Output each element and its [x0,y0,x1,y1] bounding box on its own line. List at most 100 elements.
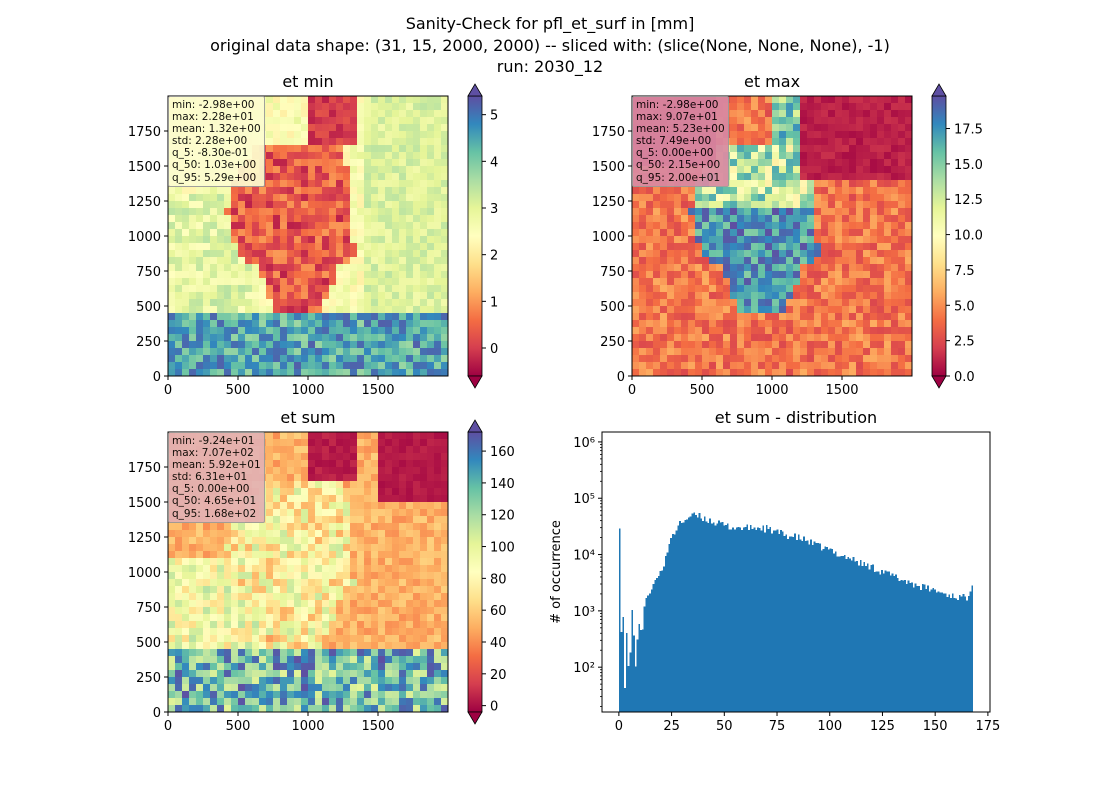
histogram-bar [787,539,789,712]
y-tick-label: 250 [136,335,161,350]
y-tick-label: 250 [136,671,161,686]
histogram-bar [640,629,642,712]
histogram-bar [751,529,754,712]
histogram-bar [716,523,719,712]
histogram-bar [741,530,743,712]
histogram-bar [767,528,770,712]
histogram-bar [966,600,968,712]
histogram-bar [645,597,648,712]
histogram-bar [790,536,793,712]
histogram-bar [666,552,669,712]
histogram-bar [746,524,749,712]
y-tick-label: 1500 [592,160,625,175]
colorbar: 0.0 2.5 5.0 7.5 10.0 12.5 15.0 17.5 [931,83,983,389]
histogram-bar [700,518,703,712]
histogram-bar [884,570,887,712]
stats-line: q_50: 1.03e+00 [172,159,257,172]
stats-line: q_50: 4.65e+01 [172,495,257,508]
colorbar-extend-min [467,711,483,725]
histogram-bar [785,534,788,712]
stats-line: min: -2.98e+00 [172,99,255,111]
stats-line: q_5: 0.00e+00 [172,483,250,496]
histogram-bar [792,536,795,712]
histogram-bar [895,574,897,712]
panel-title: et max [744,72,800,91]
histogram-bar [693,512,696,712]
histogram-bar [643,606,646,712]
histogram-bar [893,575,896,712]
histogram-bar [718,520,720,712]
stats-line: q_5: 0.00e+00 [636,147,714,160]
y-tick-label: 1750 [128,125,161,140]
histogram-bar [648,593,651,712]
histogram-bar [902,580,905,712]
stats-line: mean: 5.92e+01 [172,459,261,472]
histogram-bar [843,555,846,712]
histogram-bar [625,633,628,712]
histogram-bar [866,563,869,712]
colorbar-tick-label: 100 [490,541,515,556]
histogram-bar [679,520,681,712]
histogram-bar [971,585,974,712]
colorbar-tick-label: 10.0 [954,229,983,244]
histogram-bar [672,534,674,712]
x-tick-label: 0 [615,719,623,734]
y-tick-label: 10⁶ [573,436,595,451]
histogram-bar [811,544,814,712]
histogram-bar [850,560,853,712]
histogram-bar [964,596,967,712]
stats-line: mean: 5.23e+00 [636,123,725,136]
colorbar-tick-label: 7.5 [954,264,975,279]
histogram-bar [629,652,632,712]
colorbar-tick-label: 3 [490,202,498,217]
y-tick-label: 1250 [128,195,161,210]
histogram-bar [670,537,673,712]
histogram-bar [806,540,809,712]
stats-line: max: 7.07e+02 [172,447,254,460]
y-tick-label: 10⁴ [573,549,595,564]
histogram-bar [796,539,798,712]
histogram-bar [804,541,807,712]
x-tick-label: 1500 [361,383,394,398]
histogram-bar [969,591,972,712]
histogram-bar [948,594,951,712]
histogram-bar [714,525,717,712]
histogram-bar [921,583,924,712]
histogram-bar [702,520,704,712]
histogram-bar [726,523,729,712]
histogram-bar [842,556,844,712]
x-tick-label: 1500 [825,383,858,398]
histogram-bar [815,542,818,712]
histogram-frame [601,431,991,713]
histogram-bar [696,517,699,712]
histogram-bar [622,616,625,712]
histogram-bar [813,541,816,712]
histogram-bar [762,525,765,712]
histogram-bar [810,539,812,712]
histogram-bar [808,544,811,712]
x-tick-label: 0 [628,383,636,398]
colorbar-extend-min [467,375,483,389]
histogram-bar [652,584,655,712]
heatmap-cells [168,432,449,713]
colorbar-tick-label: 120 [490,509,515,524]
histogram-bar [953,597,956,712]
histogram-bar [641,629,644,712]
histogram-bar [904,579,906,712]
histogram-bar [865,565,867,712]
histogram-bar [875,571,878,712]
colorbar-tick-label: 160 [490,445,515,460]
histogram-bar [742,527,745,712]
y-tick-label: 500 [600,300,625,315]
histogram-bar [845,559,848,712]
histogram-bar [852,556,855,712]
y-tick-label: 1750 [128,461,161,476]
histogram-bar [695,514,697,712]
histogram-bar [620,632,623,712]
histogram-bar [957,600,959,712]
histogram-bar [861,566,864,712]
histogram-bar [691,513,694,712]
histogram-bar [765,525,768,712]
colorbar-tick-label: 140 [490,477,515,492]
histogram-bar [760,530,763,712]
